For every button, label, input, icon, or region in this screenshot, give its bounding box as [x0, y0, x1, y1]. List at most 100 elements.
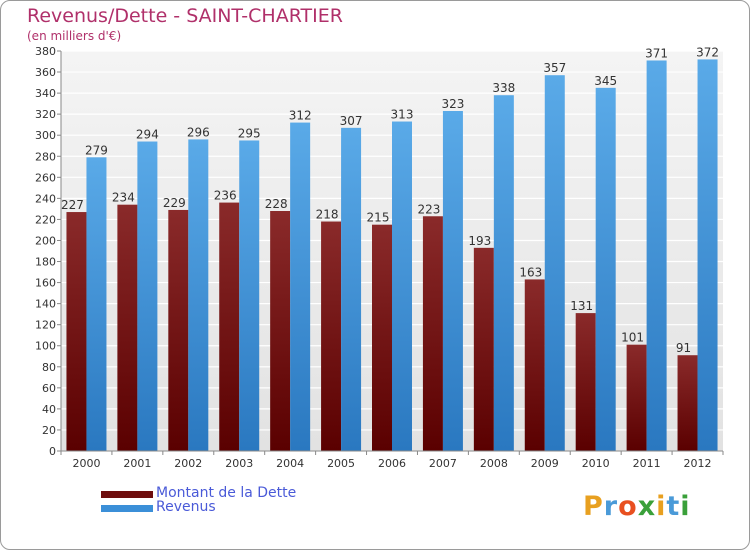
- logo-letter: i: [656, 491, 667, 522]
- bar-dette: [66, 212, 87, 451]
- bar-dette: [372, 224, 392, 451]
- bar-revenus: [442, 111, 463, 451]
- x-tick-label: 2011: [633, 457, 661, 470]
- x-tick-label: 2000: [72, 457, 100, 470]
- bar-dette: [117, 204, 138, 451]
- bar-revenus: [137, 141, 158, 452]
- bar-dette: [677, 355, 698, 451]
- bar-dette: [473, 247, 494, 451]
- y-tick-label: 120: [35, 319, 56, 332]
- data-label: 229: [163, 196, 186, 210]
- data-label: 163: [519, 265, 542, 279]
- x-tick-label: 2012: [684, 457, 712, 470]
- legend-swatch-dette: [101, 491, 153, 498]
- bar-dette: [422, 216, 443, 451]
- legend-swatch-revenus: [101, 505, 153, 512]
- logo-letter: P: [583, 491, 604, 522]
- data-label: 234: [112, 191, 135, 205]
- bar-dette: [626, 344, 647, 451]
- x-tick-label: 2009: [531, 457, 559, 470]
- x-tick-label: 2005: [327, 457, 355, 470]
- logo-letter: i: [680, 491, 691, 522]
- x-tick-label: 2003: [225, 457, 253, 470]
- data-label: 357: [543, 61, 566, 75]
- y-tick-label: 220: [35, 213, 56, 226]
- bar-revenus: [544, 75, 565, 452]
- data-label: 91: [676, 341, 691, 355]
- data-label: 323: [441, 97, 464, 111]
- y-tick-label: 200: [35, 234, 56, 247]
- data-label: 307: [340, 114, 363, 128]
- y-tick-label: 380: [35, 45, 56, 58]
- legend-label-revenus: Revenus: [156, 499, 216, 515]
- data-label: 312: [289, 109, 312, 123]
- data-label: 345: [594, 74, 617, 88]
- bar-dette: [575, 313, 596, 451]
- logo-letter: o: [618, 491, 638, 522]
- proxiti-logo: Proxiti: [583, 491, 691, 522]
- data-label: 295: [238, 126, 261, 140]
- data-label: 215: [367, 211, 390, 225]
- data-label: 223: [417, 202, 440, 216]
- data-label: 218: [316, 208, 339, 222]
- logo-letter: x: [637, 491, 657, 522]
- data-label: 296: [187, 125, 210, 139]
- x-tick-label: 2004: [276, 457, 304, 470]
- x-tick-label: 2008: [480, 457, 508, 470]
- y-tick-label: 240: [35, 192, 56, 205]
- legend-label-dette: Montant de la Dette: [156, 485, 297, 501]
- data-label: 313: [391, 108, 414, 122]
- x-tick-label: 2007: [429, 457, 457, 470]
- bar-revenus: [697, 59, 718, 451]
- data-label: 101: [621, 331, 644, 345]
- bar-revenus: [239, 140, 260, 451]
- y-tick-label: 100: [35, 340, 56, 353]
- bar-revenus: [341, 127, 362, 451]
- chart-title: Revenus/Dette - SAINT-CHARTIER: [27, 5, 343, 27]
- bar-dette: [219, 202, 240, 451]
- data-label: 371: [645, 46, 668, 60]
- data-label: 236: [214, 189, 237, 203]
- y-tick-label: 300: [35, 129, 56, 142]
- y-tick-label: 320: [35, 108, 56, 121]
- logo-letter: t: [666, 491, 681, 522]
- data-label: 131: [570, 299, 593, 313]
- bar-revenus: [595, 87, 616, 451]
- y-tick-label: 40: [42, 403, 56, 416]
- bar-revenus: [392, 121, 412, 452]
- chart-subtitle: (en milliers d'€): [27, 29, 122, 43]
- y-tick-label: 140: [35, 298, 56, 311]
- bar-dette: [321, 221, 342, 451]
- x-tick-label: 2001: [123, 457, 151, 470]
- bar-revenus: [188, 139, 209, 451]
- logo-letter: r: [603, 491, 619, 522]
- data-label: 193: [468, 234, 491, 248]
- y-tick-label: 0: [49, 445, 56, 458]
- y-tick-label: 60: [42, 382, 56, 395]
- x-tick-label: 2002: [174, 457, 202, 470]
- y-tick-label: 360: [35, 66, 56, 79]
- data-label: 372: [696, 45, 719, 59]
- bar-dette: [524, 279, 545, 451]
- y-tick-label: 340: [35, 87, 56, 100]
- bar-revenus: [646, 60, 667, 451]
- y-tick-label: 180: [35, 256, 56, 269]
- y-tick-label: 20: [42, 424, 56, 437]
- bar-dette: [168, 209, 189, 451]
- data-label: 279: [85, 143, 108, 157]
- bar-revenus: [493, 95, 514, 452]
- bar-revenus: [290, 122, 311, 451]
- data-label: 228: [265, 197, 288, 211]
- data-label: 294: [136, 128, 159, 142]
- x-tick-label: 2010: [582, 457, 610, 470]
- y-tick-label: 80: [42, 361, 56, 374]
- y-tick-label: 280: [35, 150, 56, 163]
- data-label: 338: [492, 81, 515, 95]
- data-label: 227: [61, 198, 84, 212]
- y-tick-label: 160: [35, 277, 56, 290]
- bar-dette: [270, 211, 291, 451]
- x-tick-label: 2006: [378, 457, 406, 470]
- y-tick-label: 260: [35, 171, 56, 184]
